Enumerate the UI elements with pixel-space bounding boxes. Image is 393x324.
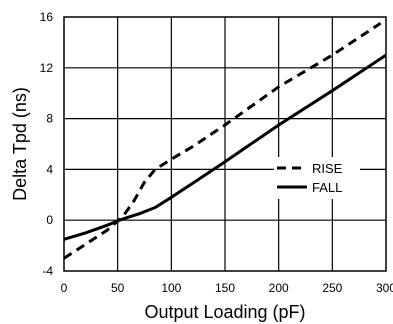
series-line-fall xyxy=(63,53,387,241)
x-tick-label: 100 xyxy=(161,281,181,295)
plot-frame xyxy=(63,16,387,272)
y-tick-label: 12 xyxy=(40,61,54,75)
series-lines xyxy=(63,22,387,260)
x-tick-labels: 0 50 100 150 200 250 300 xyxy=(61,281,393,295)
y-axis-title: Delta Tpd (ns) xyxy=(10,87,30,201)
y-tick-label: 16 xyxy=(40,10,54,24)
y-tick-label: 4 xyxy=(46,162,53,176)
y-tick-label: -4 xyxy=(42,264,53,278)
x-tick-label: 0 xyxy=(61,281,68,295)
legend-box xyxy=(274,157,360,199)
x-tick-label: 150 xyxy=(215,281,235,295)
y-tick-label: 8 xyxy=(46,112,53,126)
legend: RISE FALL xyxy=(274,157,360,199)
x-axis-title: Output Loading (pF) xyxy=(144,302,305,322)
grid xyxy=(64,17,386,271)
series-line-rise xyxy=(63,22,382,260)
y-tick-label: 0 xyxy=(46,213,53,227)
x-tick-label: 50 xyxy=(111,281,125,295)
x-tick-label: 300 xyxy=(376,281,393,295)
x-tick-label: 200 xyxy=(269,281,289,295)
x-tick-label: 250 xyxy=(322,281,342,295)
legend-label-rise: RISE xyxy=(312,161,343,176)
legend-label-fall: FALL xyxy=(312,180,342,195)
y-tick-labels: -4 0 4 8 12 16 xyxy=(40,10,54,278)
